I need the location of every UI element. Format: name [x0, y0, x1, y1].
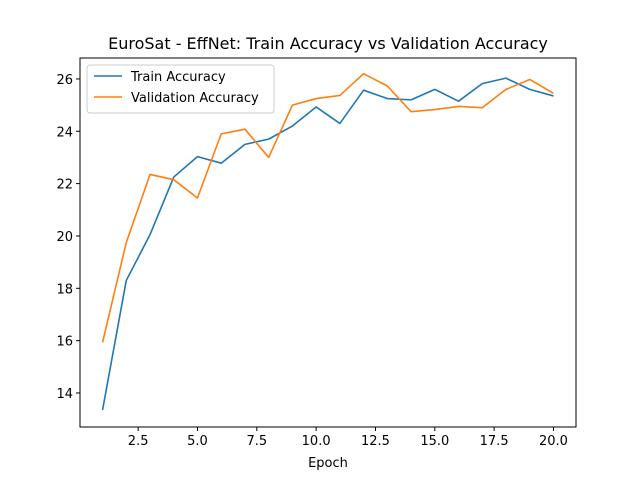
legend: Train Accuracy Validation Accuracy — [86, 64, 275, 114]
x-axis-label: Epoch — [308, 456, 348, 471]
x-tick-label: 2.5 — [128, 434, 149, 449]
lines-layer — [101, 72, 554, 411]
x-tick-label: 5.0 — [187, 434, 208, 449]
y-tick-label: 14 — [56, 387, 73, 402]
y-tick-label: 18 — [56, 282, 73, 297]
x-tick-label: 17.5 — [480, 434, 509, 449]
x-tick-label: 12.5 — [361, 434, 390, 449]
y-tick-label: 24 — [56, 125, 73, 140]
series-line-train-accuracy — [101, 77, 554, 411]
chart-title: EuroSat - EffNet: Train Accuracy vs Vali… — [108, 34, 548, 53]
x-tick-label: 20.0 — [539, 434, 568, 449]
x-tick-label: 15.0 — [420, 434, 449, 449]
y-tick-label: 22 — [56, 178, 73, 193]
legend-label: Train Accuracy — [130, 70, 226, 85]
x-tick-label: 7.5 — [246, 434, 267, 449]
series-line-validation-accuracy — [101, 72, 554, 343]
y-tick-label: 16 — [56, 335, 73, 350]
legend-label: Validation Accuracy — [131, 91, 259, 106]
ticks-layer: 2.5 5.0 7.5 10.0 12.5 15.0 17.5 20.0 14 16 18 20 22 2… — [56, 73, 567, 449]
legend-box — [86, 64, 275, 114]
plot-area — [79, 57, 577, 428]
y-tick-label: 20 — [56, 230, 73, 245]
x-tick-label: 10.0 — [302, 434, 331, 449]
y-tick-label: 26 — [56, 73, 73, 88]
